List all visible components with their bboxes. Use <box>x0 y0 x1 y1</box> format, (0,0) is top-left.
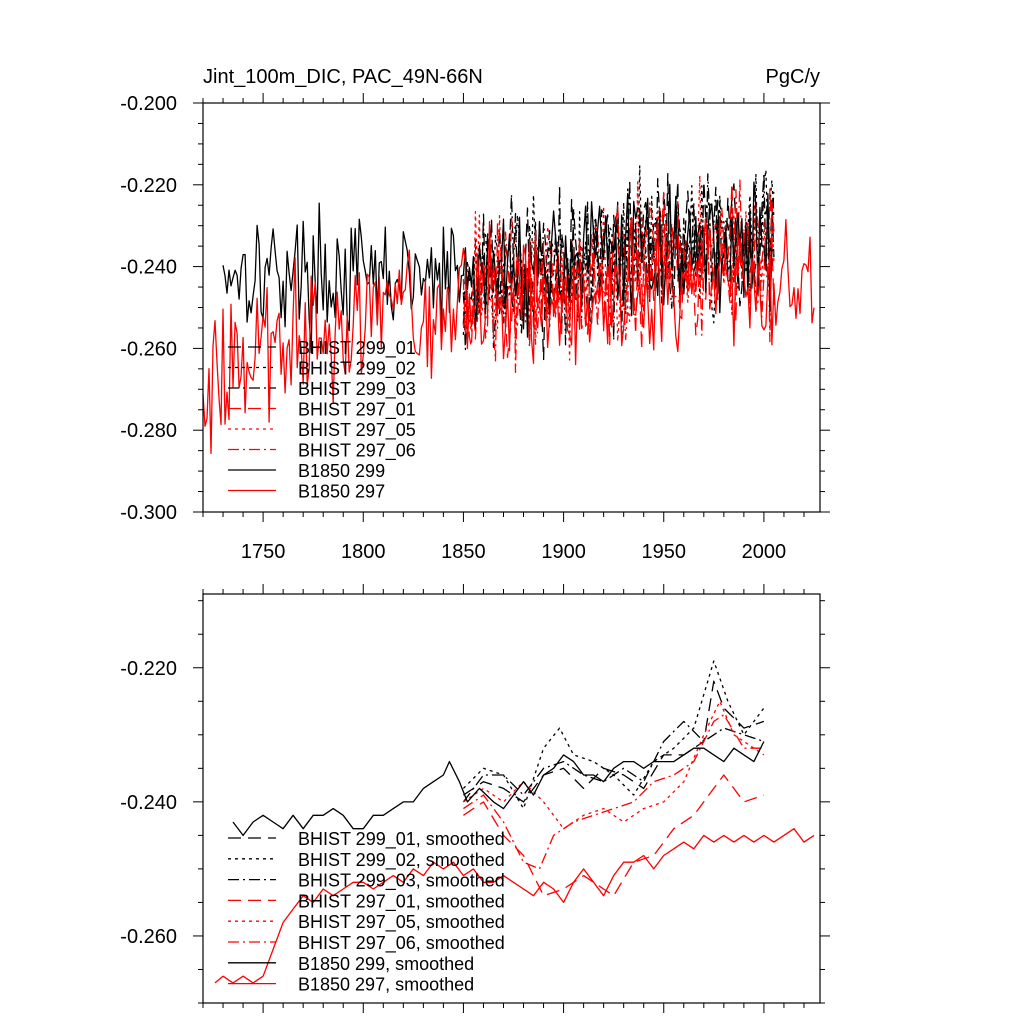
top-series-layer <box>202 164 815 455</box>
bottom-series-line-8 <box>214 828 815 984</box>
top-axes-layer: 1750 1800 1850 1900 1950 2000 -0.300 -0.280 -0.2… <box>120 93 830 563</box>
bottom-panel: -0.260 -0.240 -0.220 BHIST 299_01, smoothe… <box>120 584 830 1013</box>
bottom-legend-label-5: BHIST 297_05, smoothed <box>298 912 505 933</box>
top-y-tick-label: -0.200 <box>120 93 177 115</box>
top-x-tick-label: 1850 <box>441 541 486 563</box>
top-y-tick-label: -0.260 <box>120 338 177 360</box>
bottom-series-layer <box>214 660 815 984</box>
top-legend-label-1: BHIST 299_01 <box>298 338 416 359</box>
bottom-legend-label-7: B1850 299, smoothed <box>298 954 474 974</box>
top-x-tick-label: 1900 <box>541 541 586 563</box>
top-series-line-8 <box>202 218 815 455</box>
top-legend-label-6: BHIST 297_06 <box>298 441 416 462</box>
top-x-tick-label: 2000 <box>742 541 787 563</box>
bottom-legend-label-6: BHIST 297_06, smoothed <box>298 933 505 954</box>
top-legend-label-5: BHIST 297_05 <box>298 420 416 441</box>
top-y-tick-label: -0.220 <box>120 175 177 197</box>
top-series-line-2 <box>462 164 775 335</box>
top-legend-label-8: B1850 297 <box>298 482 385 502</box>
bottom-legend-label-8: B1850 297, smoothed <box>298 975 474 995</box>
bottom-series-line-3 <box>462 720 765 803</box>
bottom-axes-layer: -0.260 -0.240 -0.220 <box>120 584 830 1013</box>
bottom-series-line-7 <box>232 741 765 837</box>
bottom-plot-frame <box>202 593 821 1004</box>
bottom-y-tick-label: -0.260 <box>120 926 177 948</box>
bottom-y-tick-label: -0.240 <box>120 792 177 814</box>
top-panel: 1750 1800 1850 1900 1950 2000 -0.300 -0.280 -0.2… <box>120 93 830 563</box>
top-y-tick-label: -0.280 <box>120 420 177 442</box>
title-right: PgC/y <box>766 66 820 88</box>
bottom-legend-label-3: BHIST 299_03, smoothed <box>298 871 505 892</box>
bottom-legend-label-2: BHIST 299_02, smoothed <box>298 850 505 871</box>
bottom-y-tick-label: -0.220 <box>120 658 177 680</box>
top-series-line-7 <box>222 181 775 354</box>
bottom-legend-label-4: BHIST 297_01, smoothed <box>298 891 505 912</box>
bottom-legend-label-1: BHIST 299_01, smoothed <box>298 829 505 850</box>
top-legend-label-2: BHIST 299_02 <box>298 359 416 380</box>
title-left: Jint_100m_DIC, PAC_49N-66N <box>203 66 483 88</box>
top-x-tick-label: 1800 <box>341 541 386 563</box>
top-y-tick-label: -0.300 <box>120 502 177 524</box>
top-y-tick-label: -0.240 <box>120 257 177 279</box>
top-x-tick-label: 1750 <box>241 541 286 563</box>
top-legend-label-3: BHIST 299_03 <box>298 379 416 400</box>
top-legend-label-7: B1850 299 <box>298 461 385 481</box>
bottom-series-line-6 <box>463 714 764 870</box>
top-legend-label-4: BHIST 297_01 <box>298 400 416 421</box>
bottom-series-line-1 <box>463 680 765 803</box>
top-x-tick-label: 1950 <box>641 541 686 563</box>
top-series-line-5 <box>462 174 775 361</box>
